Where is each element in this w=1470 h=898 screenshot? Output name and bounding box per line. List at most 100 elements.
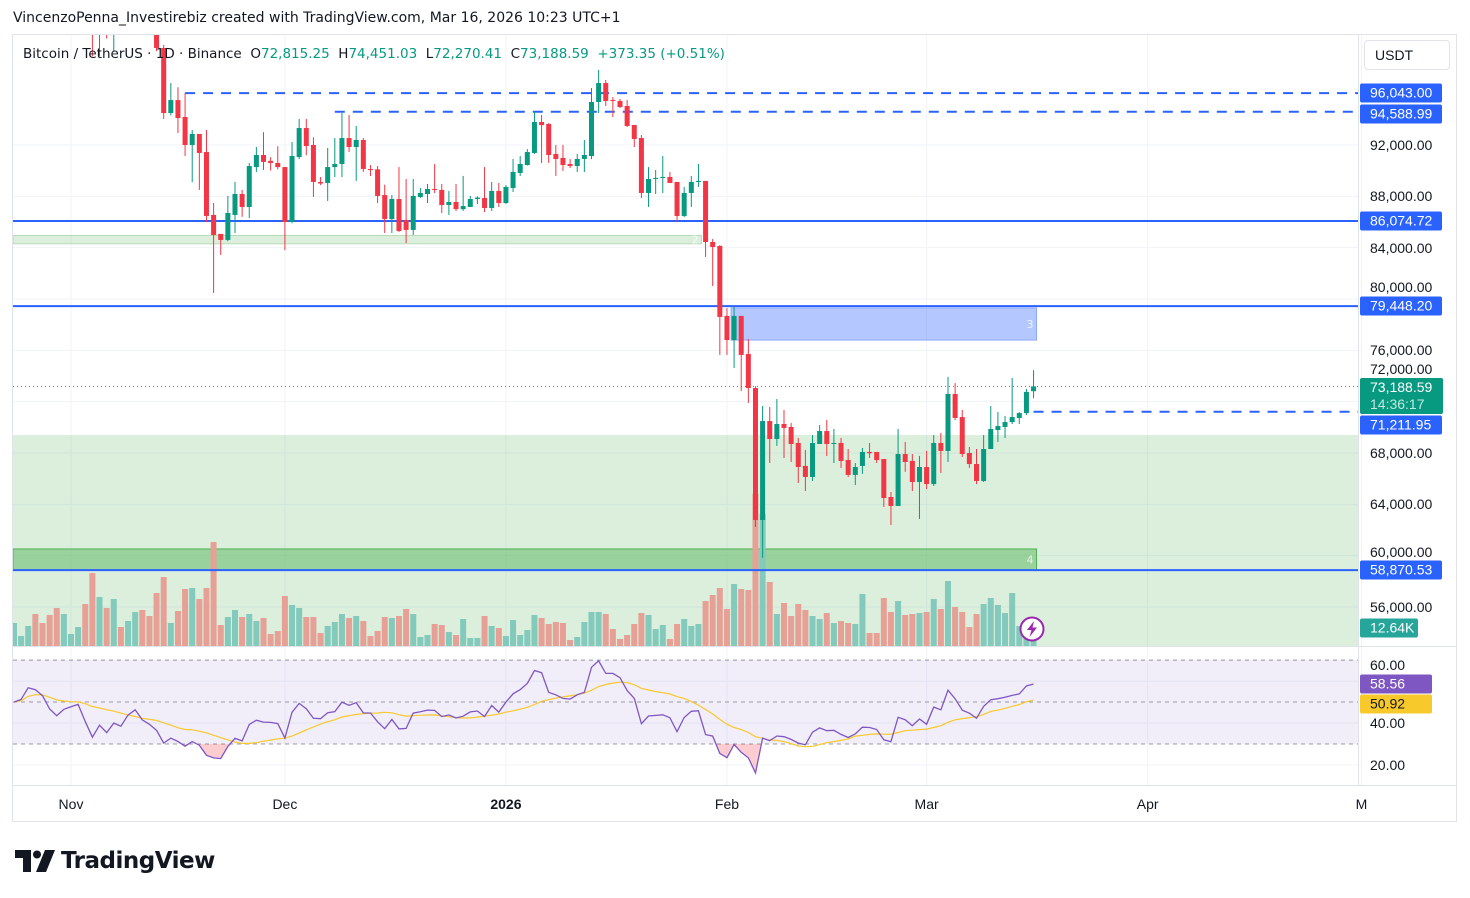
volume-bar (838, 621, 845, 646)
level-price-badge: 79,448.20 (1360, 296, 1442, 316)
candle (638, 138, 644, 193)
candle (667, 176, 673, 183)
candle (403, 219, 409, 230)
price-tick-label: 56,000.00 (1370, 598, 1433, 615)
volume-bar (602, 614, 609, 646)
candle (874, 451, 880, 461)
volume-bar (117, 627, 124, 646)
volume-bar (289, 605, 296, 646)
candle (588, 101, 594, 157)
volume-bar (467, 638, 474, 646)
candle (924, 466, 930, 485)
candle (546, 123, 552, 155)
time-axis-label: Nov (58, 796, 84, 812)
volume-bar (595, 612, 602, 646)
candle (175, 100, 181, 119)
candle (717, 245, 723, 317)
volume-bar (788, 616, 795, 646)
volume-bar (174, 611, 181, 646)
candles-layer (91, 0, 1037, 558)
volume-bar (360, 621, 367, 646)
time-axis-label: 2026 (490, 796, 522, 812)
volume-bar (1023, 635, 1030, 646)
candle (674, 181, 680, 216)
candle (232, 194, 238, 215)
candle (382, 195, 388, 220)
volume-bar (531, 615, 538, 646)
legend-separator: · (179, 46, 184, 62)
volume-bar (994, 605, 1001, 646)
candle (731, 315, 737, 341)
candle (126, 0, 131, 13)
volume-bar (745, 590, 752, 646)
volume-bar (75, 627, 82, 646)
volume-bar (374, 631, 381, 646)
volume-bar (196, 599, 203, 646)
candle (824, 431, 830, 445)
rsi-tick-label: 40.00 (1370, 715, 1406, 732)
candle (275, 162, 281, 168)
rsi-pane (13, 659, 1358, 776)
candle (289, 156, 295, 222)
volume-bar (517, 635, 524, 646)
volume-bar (224, 617, 231, 646)
currency-button[interactable]: USDT (1364, 40, 1450, 70)
volume-bar (866, 633, 873, 646)
candle (460, 206, 466, 210)
candle (253, 154, 259, 168)
rsi-ma-line (13, 681, 1034, 748)
zone-label: 4 (1027, 554, 1034, 567)
legend-close: 73,188.59 (520, 46, 589, 62)
candle (888, 497, 894, 506)
volume-bar (709, 595, 716, 646)
candle (867, 451, 873, 454)
legend-interval[interactable]: 1D (155, 46, 175, 62)
volume-bar (552, 622, 559, 646)
volume-bar (823, 613, 830, 646)
candle (154, 35, 160, 48)
volume-bar (681, 619, 688, 646)
candle (895, 454, 901, 506)
candle (902, 454, 908, 462)
volume-bar (688, 626, 695, 646)
volume-bar (887, 612, 894, 646)
rsi-value-badge: 58.56 (1360, 674, 1432, 694)
volume-bar (952, 607, 959, 646)
candle (567, 163, 573, 167)
candle (574, 158, 580, 167)
candle (596, 82, 602, 102)
candle (788, 426, 794, 445)
time-axis-label: Feb (714, 796, 740, 812)
candle (310, 144, 316, 182)
volume-bar (231, 610, 238, 646)
candle (97, 0, 102, 23)
candle (581, 154, 587, 159)
candle (432, 189, 438, 191)
candle (845, 460, 851, 475)
volume-bar (167, 623, 174, 646)
volume-bar (60, 614, 67, 646)
volume-bar (873, 633, 880, 646)
volume-bar (781, 603, 787, 646)
candle (246, 166, 252, 207)
tradingview-logo[interactable]: TradingView (15, 846, 215, 876)
volume-bar (13, 623, 17, 646)
volume-bar (324, 626, 331, 646)
levels-layer (13, 92, 1358, 572)
volume-bar (182, 589, 189, 646)
volume-bar (431, 624, 438, 646)
volume-bar (980, 604, 987, 646)
volume-bar (588, 612, 595, 646)
volume-bar (609, 629, 616, 646)
candle (467, 199, 473, 207)
lightning-icon[interactable] (1019, 616, 1045, 642)
legend-symbol[interactable]: Bitcoin / TetherUS (23, 46, 143, 62)
volume-bar (18, 636, 25, 646)
legend-close-label: C (510, 46, 521, 62)
volume-bar (96, 597, 103, 646)
volume-bar (852, 624, 859, 646)
candle (859, 451, 865, 466)
candle (104, 0, 109, 26)
candle (703, 180, 709, 243)
